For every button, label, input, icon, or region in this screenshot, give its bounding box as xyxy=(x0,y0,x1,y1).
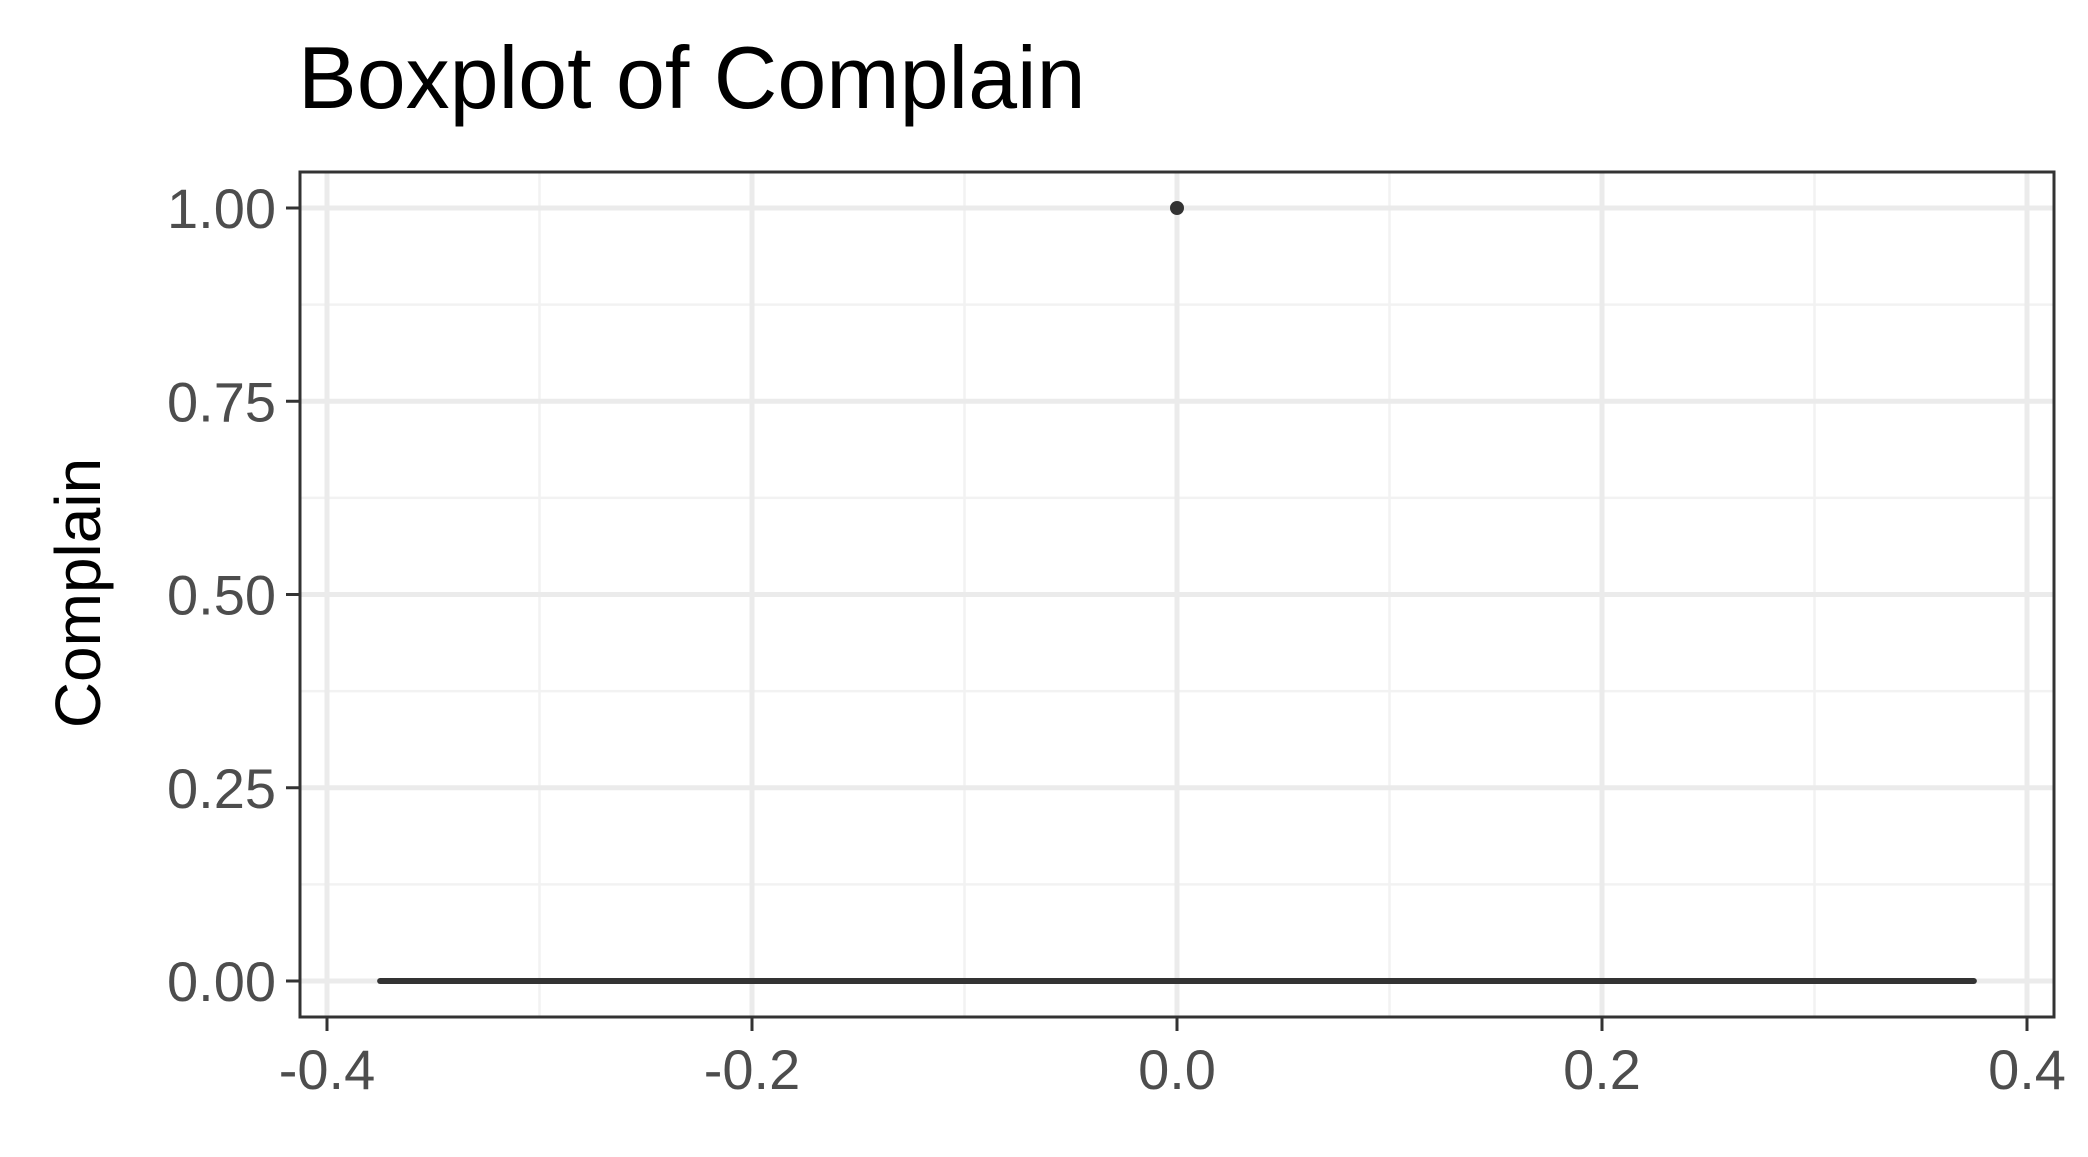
y-tick-label: 0.00 xyxy=(167,950,276,1013)
x-tick-label: -0.2 xyxy=(704,1038,801,1101)
grid-layer xyxy=(300,172,2054,1017)
x-tick-label: -0.4 xyxy=(279,1038,376,1101)
y-tick-label: 0.25 xyxy=(167,757,276,820)
y-axis-label: Complain xyxy=(42,458,114,728)
y-tick-label: 1.00 xyxy=(167,177,276,240)
x-tick-label: 0.2 xyxy=(1563,1038,1641,1101)
chart-title: Boxplot of Complain xyxy=(298,28,1086,127)
x-tick-label: 0.0 xyxy=(1138,1038,1216,1101)
x-tick-label: 0.4 xyxy=(1988,1038,2066,1101)
y-tick-label: 0.50 xyxy=(167,564,276,627)
outlier-point xyxy=(1170,201,1184,215)
y-tick-label: 0.75 xyxy=(167,370,276,433)
